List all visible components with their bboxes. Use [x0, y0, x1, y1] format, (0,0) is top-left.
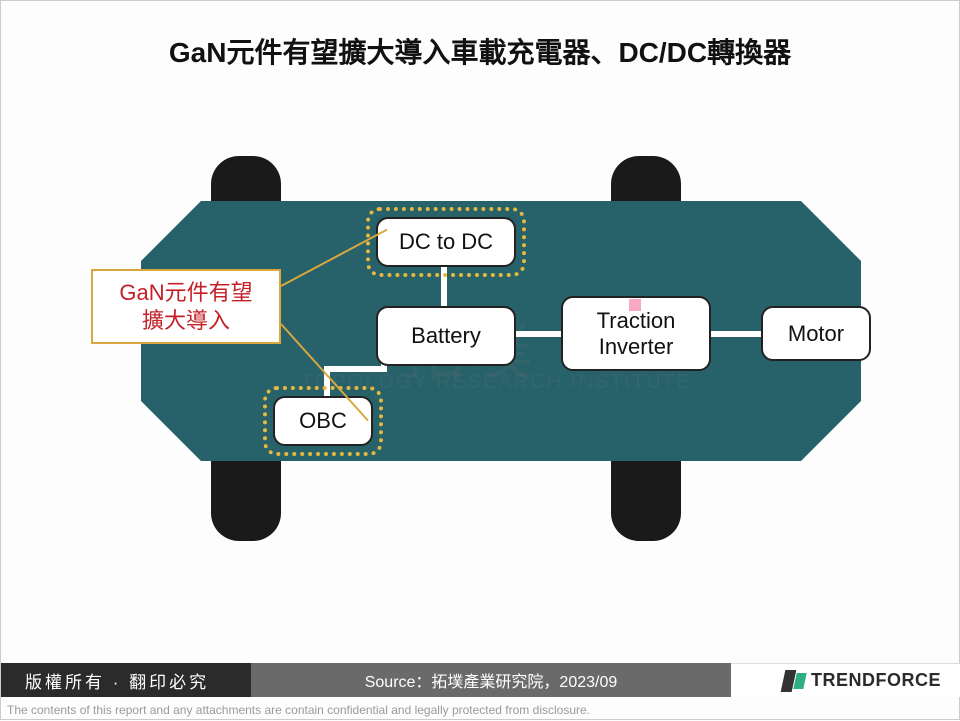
brand-text: TRENDFORCE	[811, 670, 941, 691]
connector-line	[711, 331, 761, 337]
footer-brand-bar: TRENDFORCE	[731, 663, 960, 697]
connector-line	[441, 267, 447, 307]
callout-line2: 擴大導入	[142, 308, 230, 333]
footer-copyright-text: 版權所有 · 翻印必究	[25, 668, 209, 693]
marker-icon	[629, 299, 641, 311]
callout-gan: GaN元件有望 擴大導入	[91, 269, 281, 344]
trendforce-logo-icon	[783, 670, 805, 692]
module-battery: Battery	[376, 306, 516, 366]
brand-logo-group: TRENDFORCE	[783, 670, 941, 692]
callout-line1: GaN元件有望	[119, 280, 252, 305]
module-dc-to-dc: DC to DC	[376, 217, 516, 267]
footer-source-text: Source：拓墣產業研究院，2023/09	[365, 668, 618, 692]
module-motor: Motor	[761, 306, 871, 361]
footer-disclaimer: The contents of this report and any atta…	[1, 703, 959, 717]
footer-copyright-bar: 版權所有 · 翻印必究	[1, 663, 251, 697]
diagram-canvas: 拓墣 TOPOLOGY RESEARCH INSTITUTE DC to DC …	[1, 1, 960, 721]
connector-line	[324, 366, 384, 372]
module-obc: OBC	[273, 396, 373, 446]
connector-line	[516, 331, 561, 337]
footer-source-bar: Source：拓墣產業研究院，2023/09	[251, 663, 731, 697]
